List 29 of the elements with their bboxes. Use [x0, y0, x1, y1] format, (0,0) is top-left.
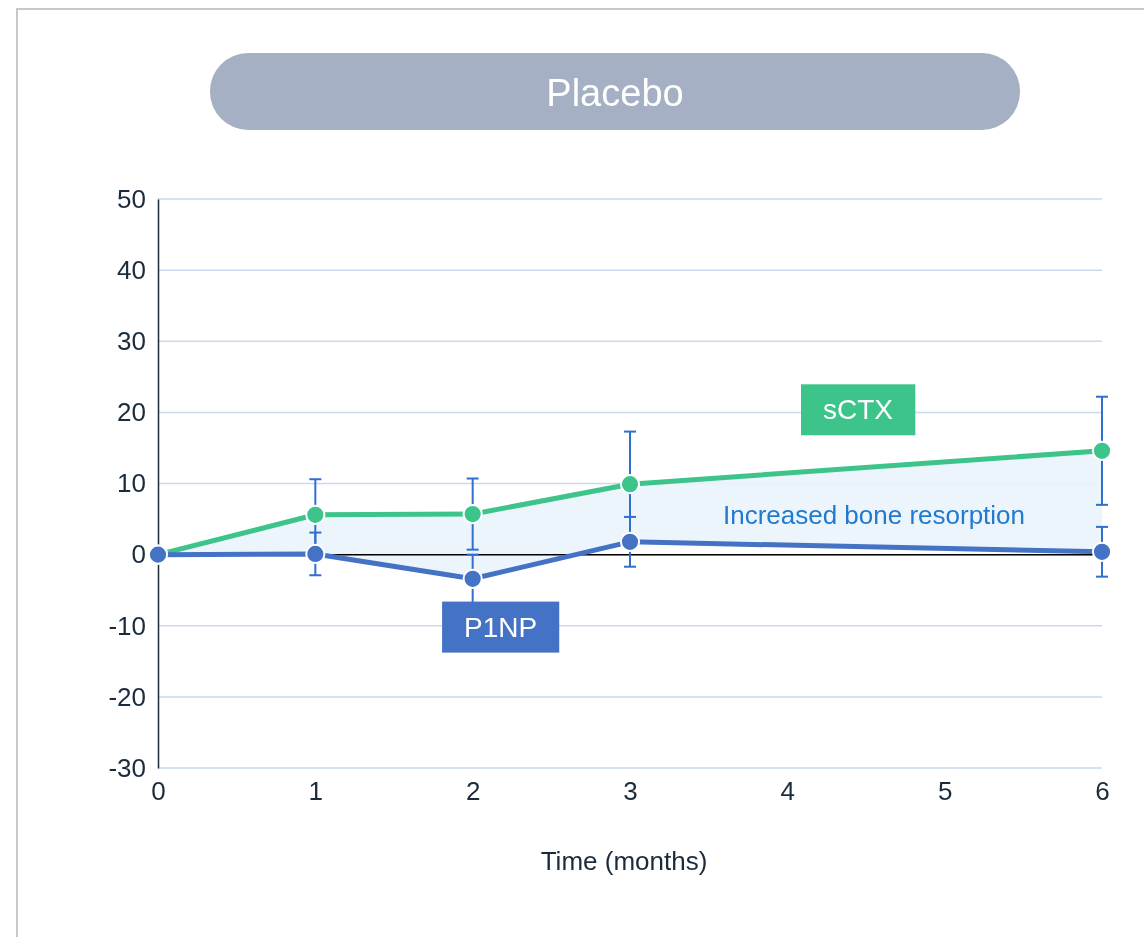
- y-tick-label: 30: [117, 326, 146, 357]
- annotation: Increased bone resorption: [722, 500, 1026, 531]
- point: [305, 504, 326, 525]
- point: [305, 543, 326, 564]
- x-tick-label: 2: [465, 776, 481, 807]
- series-label: P1NP: [464, 611, 538, 643]
- y-tick-label: 20: [117, 397, 146, 428]
- y-tick-label: 50: [117, 183, 146, 214]
- point: [462, 504, 483, 525]
- series-label: sCTX: [823, 394, 894, 426]
- x-tick-label: 6: [1095, 776, 1110, 807]
- point: [462, 568, 483, 589]
- x-tick-label: 4: [780, 776, 796, 807]
- x-axis-title: Time (months): [540, 846, 708, 876]
- y-tick-label: 40: [117, 254, 146, 285]
- point: [619, 531, 641, 552]
- chart-title: Placebo: [546, 72, 684, 114]
- point: [1091, 440, 1113, 461]
- y-tick-label: 0: [131, 539, 146, 570]
- x-tick-label: 0: [151, 776, 166, 807]
- x-tick-label: 1: [308, 776, 324, 807]
- point: [619, 474, 641, 495]
- y-tick-label: -20: [108, 681, 146, 712]
- y-tick-label: -10: [108, 610, 146, 641]
- y-tick-label: -30: [108, 752, 146, 783]
- x-tick-label: 3: [623, 776, 638, 807]
- y-tick-label: 10: [117, 468, 146, 499]
- point: [1091, 541, 1113, 562]
- x-tick-label: 5: [937, 776, 953, 807]
